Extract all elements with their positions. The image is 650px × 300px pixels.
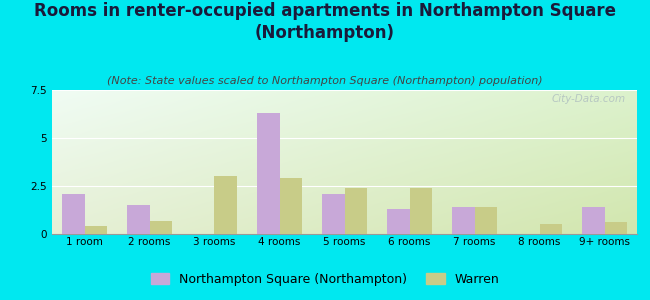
Bar [214,176,237,234]
Legend: Northampton Square (Northampton), Warren: Northampton Square (Northampton), Warren [146,268,504,291]
Bar [84,226,107,234]
Bar [257,113,280,234]
Text: Rooms in renter-occupied apartments in Northampton Square
(Northampton): Rooms in renter-occupied apartments in N… [34,2,616,42]
Bar [127,205,150,234]
Bar [280,178,302,234]
Bar [604,223,627,234]
Text: City-Data.com: City-Data.com [551,94,625,104]
Bar [387,209,410,234]
Bar [540,224,562,234]
Bar [452,207,474,234]
Bar [62,194,84,234]
Text: (Note: State values scaled to Northampton Square (Northampton) population): (Note: State values scaled to Northampto… [107,76,543,86]
Bar [474,207,497,234]
Bar [344,188,367,234]
Bar [150,220,172,234]
Bar [410,188,432,234]
Bar [322,194,344,234]
Bar [582,207,604,234]
